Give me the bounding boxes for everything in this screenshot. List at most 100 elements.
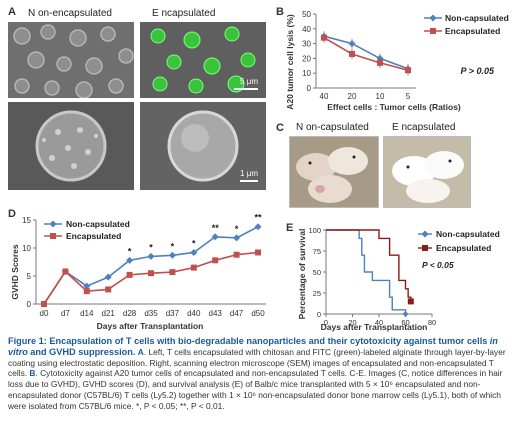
panel-e-x-tick-label: 60 (401, 318, 409, 327)
panel-b-data-point (349, 50, 355, 57)
mice-nonencapsulated-photo (289, 136, 379, 208)
panel-d-data-point (104, 273, 112, 281)
panel-b-pvalue: P > 0.05 (461, 66, 495, 76)
panel-a-col1-label: N on-encapsulated (28, 8, 112, 19)
panel-d-y-tick-label: 0 (27, 300, 32, 309)
panel-d-x-tick-label: d50 (251, 309, 265, 318)
panel-d-data-point (233, 234, 241, 242)
scale-label-1um: 1 μm (240, 169, 258, 178)
panel-b-y-tick-label: 50 (302, 10, 311, 19)
fluorescence-nonencapsulated-image (8, 22, 134, 98)
panel-e-ylabel: Percentage of survival (297, 229, 307, 320)
panel-b-legend-marker (430, 28, 436, 34)
panel-d-data-point (147, 252, 155, 260)
panel-d-y-tick-label: 15 (22, 216, 31, 225)
panel-d-data-point (168, 251, 176, 259)
sem-encapsulated-image: 1 μm (140, 102, 266, 190)
panel-d-x-tick-label: d0 (40, 309, 49, 318)
panel-d-data-point (126, 256, 134, 264)
panel-b-y-tick-label: 10 (302, 69, 311, 78)
panel-e-y-tick-label: 75 (313, 247, 321, 256)
panel-d-legend-label: Non-capsulated (66, 219, 130, 229)
panel-d-x-tick-label: d21 (102, 309, 116, 318)
panel-e-x-tick-label: 40 (375, 318, 383, 327)
panel-d-x-tick-label: d40 (187, 309, 201, 318)
panel-d-data-point (211, 233, 219, 241)
panel-d-x-tick-label: d28 (123, 309, 137, 318)
scale-label-5um: 5 μm (240, 77, 258, 86)
figure-caption: Figure 1: Encapsulation of T cells with … (8, 336, 514, 412)
caption-part-a: A (137, 346, 144, 357)
panel-d-significance-mark: ** (254, 213, 262, 223)
panel-d-y-tick-label: 10 (22, 244, 31, 253)
panel-a-label: A (8, 6, 16, 18)
panel-e-x-tick-label: 0 (324, 318, 328, 327)
panel-d-data-point (83, 288, 90, 295)
panel-e-xlabel: Days after Transplantation (321, 322, 428, 332)
panel-b-y-tick-label: 40 (302, 25, 311, 34)
panel-b-label: B (276, 6, 284, 18)
panel-d-significance-mark: * (235, 224, 239, 234)
panel-e-legend-marker (421, 230, 429, 238)
panel-b-data-point (348, 40, 356, 48)
panel-b-y-tick-label: 20 (302, 54, 311, 63)
panel-e-series-line (326, 229, 412, 302)
panel-d-data-point (83, 282, 91, 290)
fluorescence-encapsulated-image: 5 μm (140, 22, 266, 98)
panel-e-legend-label: Non-capsulated (436, 229, 500, 239)
panel-b-x-tick-label: 5 (406, 92, 411, 101)
panel-d-data-point (105, 286, 112, 293)
panel-e-legend-label: Encapsulated (436, 243, 491, 253)
panel-d-legend-marker (50, 233, 56, 239)
panel-d-data-point (62, 268, 69, 275)
panel-d-xlabel: Days after Transplantation (97, 321, 204, 331)
panel-d-label: D (8, 208, 16, 220)
panel-e-y-tick-label: 25 (313, 289, 321, 298)
panel-d-ylabel: GVHD Scores (10, 244, 20, 300)
panel-d-x-tick-label: d35 (144, 309, 158, 318)
panel-e-y-tick-label: 0 (317, 310, 321, 319)
panel-b-data-point (321, 34, 327, 41)
sem-nonencapsulated-image (8, 102, 134, 190)
panel-e-end-point (407, 298, 414, 305)
panel-b-legend-label: Non-capsulated (445, 13, 509, 23)
panel-d-x-tick-label: d47 (230, 309, 244, 318)
panel-d-data-point (126, 271, 133, 278)
mice-encapsulated-photo (383, 136, 471, 208)
panel-d-x-tick-label: d37 (166, 309, 180, 318)
panel-d-data-point (254, 223, 262, 231)
panel-b-series-line (323, 35, 409, 70)
scale-bar-5um (234, 88, 258, 90)
panel-e-pvalue: P < 0.05 (422, 260, 454, 270)
panel-e-x-tick-label: 80 (428, 318, 436, 327)
panel-d-x-tick-label: d43 (209, 309, 223, 318)
panel-b-x-tick-label: 20 (348, 92, 357, 101)
panel-b-series-line (323, 36, 409, 72)
panel-e-label: E (286, 222, 294, 234)
panel-d-data-point (169, 269, 176, 276)
panel-e-x-tick-label: 20 (348, 318, 356, 327)
panel-b-y-tick-label: 0 (307, 84, 312, 93)
panel-d-data-point (233, 251, 240, 258)
panel-d-significance-mark: ** (212, 223, 220, 233)
panel-d-data-point (41, 301, 47, 307)
panel-e-y-tick-label: 100 (308, 226, 321, 235)
panel-b-y-tick-label: 30 (302, 40, 311, 49)
panel-d-significance-mark: * (192, 238, 196, 248)
panel-c-col1-label: N on-capsulated (296, 122, 369, 133)
panel-b-ylabel: A20 tumor cell lysis (%) (285, 14, 295, 110)
panel-b-data-point (377, 59, 383, 66)
panel-e-chart: Percentage of survival Days after Transp… (297, 226, 500, 332)
panel-e-series-line (326, 229, 407, 314)
panel-b-x-tick-label: 40 (320, 92, 329, 101)
panel-a-col2-label: E ncapsulated (152, 8, 216, 19)
panel-b-data-point (405, 67, 411, 74)
panel-b-xlabel: Effect cells : Tumor cells (Ratios) (327, 102, 461, 112)
panel-e-legend-marker (422, 245, 428, 251)
panel-d-x-tick-label: d7 (61, 309, 70, 318)
panel-b-legend-marker (429, 14, 437, 22)
panel-d-chart: GVHD Scores Days after Transplantation 0… (10, 213, 266, 331)
panel-d-x-tick-label: d14 (80, 309, 94, 318)
caption-lead: Figure 1: Encapsulation of T cells with … (8, 336, 488, 346)
scale-bar-1um (240, 180, 258, 182)
